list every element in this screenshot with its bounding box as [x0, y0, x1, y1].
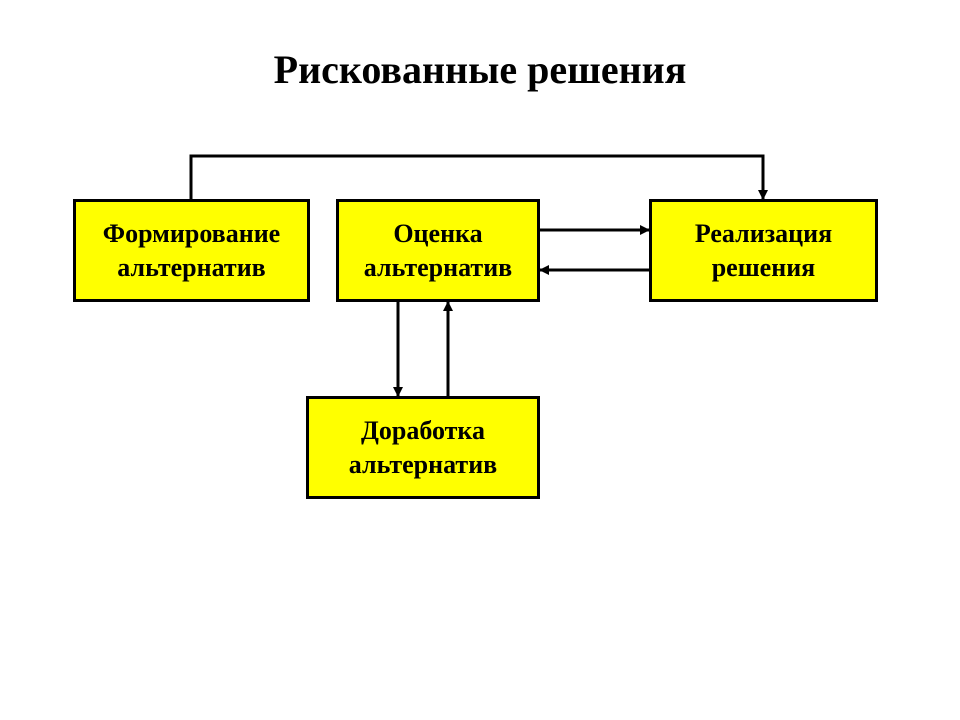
- edges-layer: [0, 0, 960, 720]
- node-impl: Реализациярешения: [649, 199, 878, 302]
- node-refine: Доработкаальтернатив: [306, 396, 540, 499]
- node-label: Оценкаальтернатив: [364, 217, 512, 285]
- node-label: Формированиеальтернатив: [103, 217, 280, 285]
- diagram-title: Рискованные решения: [274, 46, 687, 93]
- node-label: Доработкаальтернатив: [349, 414, 497, 482]
- node-eval: Оценкаальтернатив: [336, 199, 540, 302]
- node-label: Реализациярешения: [695, 217, 832, 285]
- edge-form-to-impl: [191, 156, 763, 199]
- node-form: Формированиеальтернатив: [73, 199, 310, 302]
